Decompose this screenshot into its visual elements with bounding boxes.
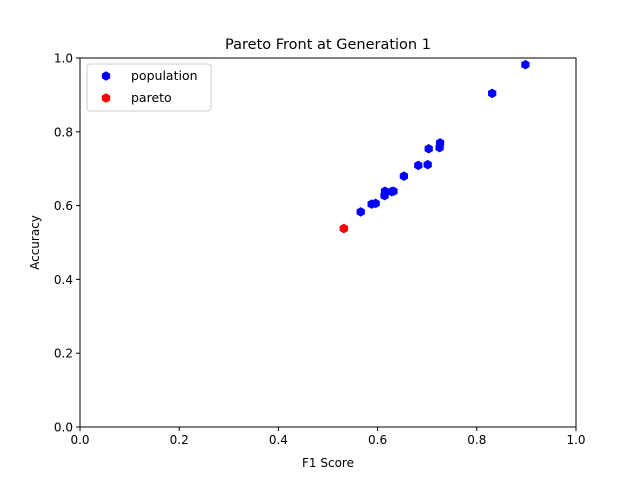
data-point-population [356,207,365,217]
x-axis: 0.0 0.2 0.4 0.6 0.8 1.0 [70,427,586,447]
y-tick-label: 0.0 [54,421,73,435]
data-point-population [371,198,380,209]
y-tick-label: 0.4 [54,273,73,287]
x-tick-label: 0.2 [170,433,189,447]
legend-label-population: population [131,68,198,83]
legend-marker-population [101,71,111,81]
legend-markers [101,71,111,103]
x-tick-label: 0.6 [368,433,387,447]
data-point-population [399,171,409,181]
x-tick-label: 0.4 [269,433,288,447]
data-point-population [521,59,530,70]
legend-label-pareto: pareto [131,90,172,105]
y-tick-label: 0.6 [54,199,73,213]
y-axis-title: Accuracy [28,215,42,270]
data-point-population [435,138,445,148]
axes-frame [79,57,577,428]
data-point-population [423,159,432,170]
legend: population pareto [86,63,212,112]
points-layer [339,59,530,234]
data-point-population [488,88,497,99]
x-axis-title: F1 Score [302,456,354,470]
x-tick-label: 0.0 [70,433,89,447]
x-tick-label: 0.8 [467,433,486,447]
y-tick-label: 1.0 [54,52,73,66]
x-tick-label: 1.0 [566,433,585,447]
data-point-pareto [339,223,349,234]
y-tick-label: 0.2 [54,347,73,361]
data-point-population [414,160,423,171]
data-point-population [424,144,433,154]
data-point-population [389,186,398,196]
legend-marker-pareto [101,93,111,103]
legend-frame [86,63,212,112]
y-tick-label: 0.8 [54,125,73,139]
chart-title: Pareto Front at Generation 1 [225,37,431,53]
plot-area [79,57,577,428]
y-axis: 0.0 0.2 0.4 0.6 0.8 1.0 [54,52,80,435]
